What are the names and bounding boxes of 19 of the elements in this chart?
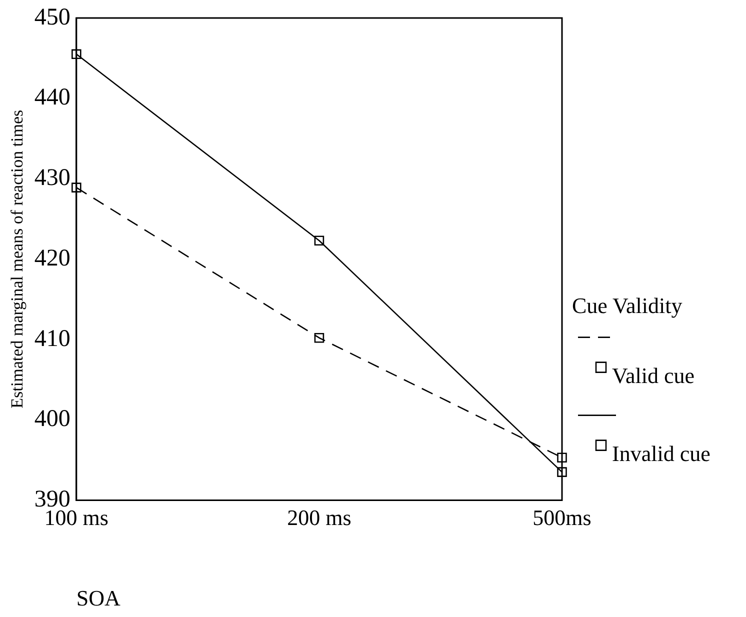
point: [314, 236, 324, 246]
point: [557, 452, 567, 462]
legend-label: Valid cue: [612, 363, 694, 388]
x-axis-title: SOA: [76, 586, 121, 611]
y-tick-label: 430: [34, 165, 70, 192]
legend-label: Invalid cue: [612, 441, 710, 466]
x-tick-label: 200 ms: [287, 505, 352, 530]
x-tick-label: 500ms: [532, 505, 592, 530]
y-tick-label: 420: [34, 245, 70, 272]
legend-title: Cue Validity: [572, 293, 682, 318]
point: [557, 467, 567, 477]
y-tick-label: 440: [34, 84, 70, 111]
y-tick-label: 400: [34, 406, 70, 432]
y-axis-title: Estimated marginal means of reaction times: [8, 110, 27, 408]
point: [72, 49, 82, 60]
point: [72, 182, 82, 192]
point: [314, 332, 324, 343]
y-tick-label: 410: [34, 326, 70, 352]
y-tick-label: 450: [34, 4, 70, 30]
